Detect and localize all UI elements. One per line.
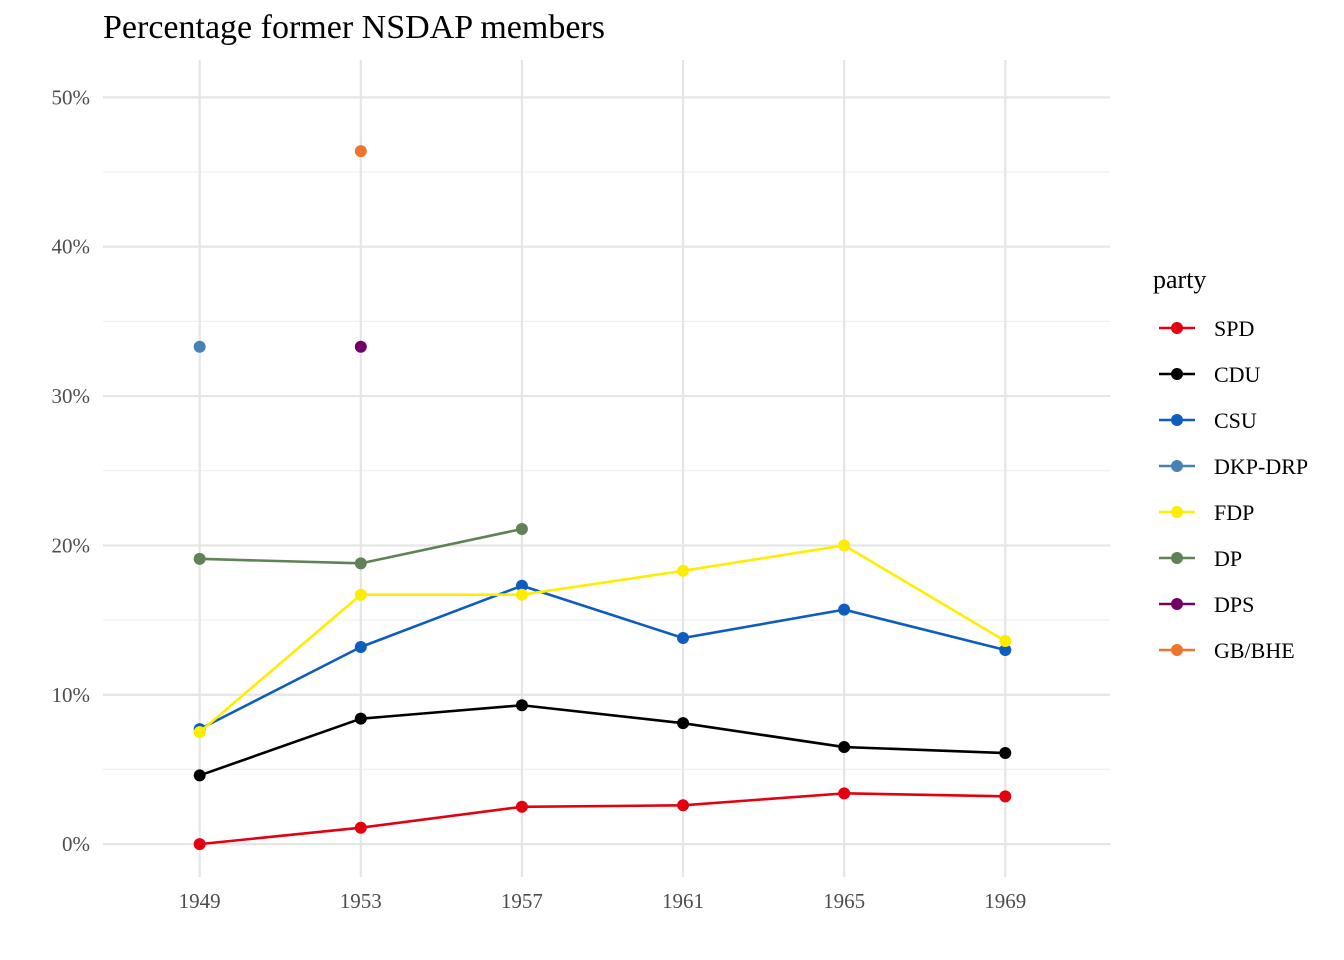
legend-label: DPS [1214,592,1254,617]
data-point-cdu [354,712,367,725]
data-point-spd [354,821,367,834]
x-tick-label: 1969 [984,889,1026,913]
series-gb-bhe [354,145,367,158]
data-point-cdu [515,699,528,712]
legend-label: SPD [1214,316,1254,341]
series-csu [193,579,1012,736]
x-tick-label: 1961 [662,889,704,913]
y-tick-label: 30% [52,384,91,408]
data-point-csu [838,603,851,616]
legend: party SPD CDU CSU DKP-DRP FDP DP DPS GB/BHE [1153,265,1308,663]
data-point-csu [515,579,528,592]
y-tick-label: 50% [52,85,91,109]
data-point-dkp-drp [193,340,206,353]
x-tick-label: 1953 [340,889,382,913]
data-point-fdp [354,588,367,601]
legend-key-point [1171,506,1183,518]
y-tick-label: 10% [52,683,91,707]
legend-label: DKP-DRP [1214,454,1308,479]
legend-key-point [1171,552,1183,564]
data-point-fdp [193,726,206,739]
series-dp [193,522,528,570]
x-axis: 1949 1953 1957 1961 1965 1969 [179,889,1027,913]
data-point-spd [999,790,1012,803]
legend-key-point [1171,414,1183,426]
legend-item-csu: CSU [1159,408,1257,433]
data-point-fdp [999,635,1012,648]
data-point-spd [677,799,690,812]
data-point-spd [193,838,206,851]
legend-label: CDU [1214,362,1261,387]
series-dps [354,340,367,353]
data-point-cdu [193,769,206,782]
legend-key-point [1171,368,1183,380]
legend-key-point [1171,460,1183,472]
legend-item-cdu: CDU [1159,362,1261,387]
y-tick-label: 0% [62,832,90,856]
series-cdu [193,699,1012,782]
data-point-spd [838,787,851,800]
legend-item-dps: DPS [1159,592,1254,617]
data-point-dp [515,522,528,535]
series-spd [193,787,1012,851]
x-tick-label: 1949 [179,889,221,913]
data-point-csu [677,632,690,645]
data-point-gb-bhe [354,145,367,158]
legend-key-point [1171,322,1183,334]
data-point-fdp [838,539,851,552]
legend-item-fdp: FDP [1159,500,1254,525]
y-axis: 0% 10% 20% 30% 40% 50% [52,85,91,856]
data-point-csu [999,643,1012,656]
series-line-cdu [199,703,1006,777]
data-point-spd [515,800,528,813]
legend-label: GB/BHE [1214,638,1295,663]
legend-label: DP [1214,546,1242,571]
y-tick-label: 20% [52,533,91,557]
data-point-csu [354,640,367,653]
series-line-csu [199,584,1006,731]
legend-label: FDP [1214,500,1254,525]
data-point-cdu [999,747,1012,760]
x-tick-label: 1957 [501,889,543,913]
legend-item-spd: SPD [1159,316,1254,341]
data-point-cdu [838,741,851,754]
legend-key-point [1171,598,1183,610]
series-dkp-drp [193,340,206,353]
data-point-dp [354,557,367,570]
y-tick-label: 40% [52,235,91,259]
series-layer [193,145,1012,851]
data-point-dp [193,552,206,565]
legend-item-dkp-drp: DKP-DRP [1159,454,1308,479]
series-line-spd [199,792,1006,846]
data-point-dps [354,340,367,353]
legend-key-point [1171,644,1183,656]
legend-label: CSU [1214,408,1257,433]
data-point-fdp [677,564,690,577]
series-line-fdp [198,544,1006,734]
legend-item-dp: DP [1159,546,1242,571]
major-gridlines [103,60,1110,877]
x-tick-label: 1965 [823,889,865,913]
legend-item-gb-bhe: GB/BHE [1159,638,1295,663]
minor-gridlines [103,171,1110,771]
series-fdp [193,539,1012,739]
data-point-cdu [677,717,690,730]
chart-title: Percentage former NSDAP members [103,9,605,46]
legend-title: party [1153,265,1206,294]
data-point-fdp [515,588,528,601]
